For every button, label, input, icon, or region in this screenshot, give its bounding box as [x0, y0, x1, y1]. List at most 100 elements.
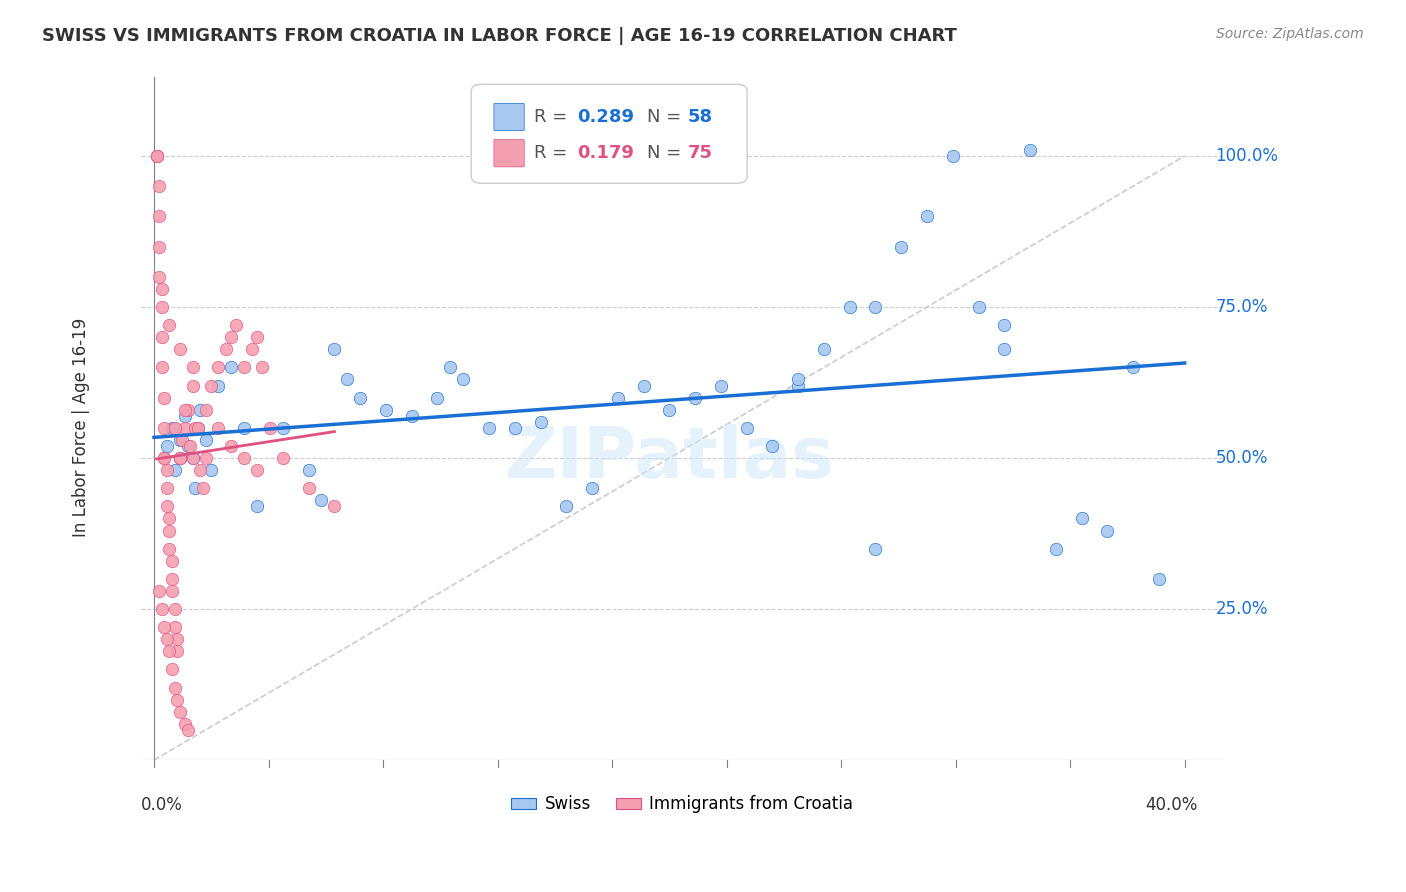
- Point: [163, 602, 186, 616]
- Point: [191, 481, 214, 495]
- Text: In Labor Force | Age 16-19: In Labor Force | Age 16-19: [72, 318, 90, 538]
- FancyBboxPatch shape: [494, 103, 524, 131]
- Point: [190, 463, 212, 477]
- Point: [169, 343, 191, 357]
- Point: [942, 149, 965, 163]
- Point: [271, 450, 294, 465]
- Point: [240, 343, 263, 357]
- Point: [181, 378, 204, 392]
- Point: [148, 269, 170, 284]
- Text: SWISS VS IMMIGRANTS FROM CROATIA IN LABOR FORCE | AGE 16-19 CORRELATION CHART: SWISS VS IMMIGRANTS FROM CROATIA IN LABO…: [42, 27, 957, 45]
- Point: [233, 360, 256, 375]
- Point: [160, 421, 183, 435]
- Point: [967, 300, 990, 314]
- Point: [160, 663, 183, 677]
- Point: [148, 210, 170, 224]
- Point: [160, 554, 183, 568]
- Point: [153, 421, 176, 435]
- Point: [194, 433, 217, 447]
- Point: [683, 391, 706, 405]
- Point: [838, 300, 860, 314]
- Point: [246, 463, 269, 477]
- Point: [207, 421, 229, 435]
- Point: [233, 421, 256, 435]
- Point: [176, 723, 198, 737]
- Point: [349, 391, 371, 405]
- Point: [150, 360, 173, 375]
- Point: [787, 372, 810, 386]
- Point: [439, 360, 461, 375]
- Point: [163, 681, 186, 695]
- Point: [221, 439, 243, 453]
- Point: [374, 402, 396, 417]
- Point: [207, 360, 229, 375]
- Point: [252, 360, 274, 375]
- Point: [200, 463, 222, 477]
- Point: [194, 450, 217, 465]
- Point: [181, 450, 204, 465]
- Point: [159, 524, 181, 538]
- Point: [150, 602, 173, 616]
- Point: [160, 572, 183, 586]
- Point: [813, 343, 835, 357]
- Point: [169, 433, 191, 447]
- Text: Source: ZipAtlas.com: Source: ZipAtlas.com: [1216, 27, 1364, 41]
- Point: [153, 450, 176, 465]
- Point: [172, 433, 194, 447]
- Point: [150, 282, 173, 296]
- Point: [1070, 511, 1092, 525]
- Text: N =: N =: [647, 145, 686, 162]
- Point: [166, 644, 188, 658]
- Point: [993, 318, 1015, 332]
- Point: [159, 541, 181, 556]
- Point: [153, 391, 176, 405]
- Point: [1019, 143, 1042, 157]
- Point: [153, 620, 176, 634]
- Point: [890, 239, 912, 253]
- Point: [145, 149, 167, 163]
- Point: [148, 239, 170, 253]
- Point: [207, 378, 229, 392]
- Point: [163, 620, 186, 634]
- Point: [761, 439, 783, 453]
- Point: [297, 481, 319, 495]
- Point: [190, 402, 212, 417]
- Point: [865, 541, 887, 556]
- Point: [163, 463, 186, 477]
- Point: [156, 439, 179, 453]
- Point: [606, 391, 628, 405]
- Point: [1045, 541, 1067, 556]
- Point: [145, 149, 167, 163]
- Point: [179, 439, 201, 453]
- Point: [159, 318, 181, 332]
- Point: [658, 402, 681, 417]
- Point: [176, 439, 198, 453]
- Point: [174, 409, 197, 423]
- Text: 100.0%: 100.0%: [1216, 147, 1278, 165]
- Point: [169, 705, 191, 719]
- Point: [159, 644, 181, 658]
- Point: [156, 463, 179, 477]
- Legend: Swiss, Immigrants from Croatia: Swiss, Immigrants from Croatia: [512, 795, 853, 814]
- Text: N =: N =: [647, 108, 686, 126]
- Text: 75: 75: [688, 145, 713, 162]
- Point: [156, 500, 179, 514]
- Point: [478, 421, 501, 435]
- Point: [194, 402, 217, 417]
- Point: [1097, 524, 1119, 538]
- Text: R =: R =: [534, 145, 574, 162]
- Point: [181, 360, 204, 375]
- Text: R =: R =: [534, 108, 574, 126]
- Point: [311, 493, 333, 508]
- Text: 0.179: 0.179: [578, 145, 634, 162]
- Point: [187, 421, 209, 435]
- Point: [246, 500, 269, 514]
- Point: [581, 481, 603, 495]
- Text: 50.0%: 50.0%: [1216, 449, 1268, 467]
- Point: [150, 330, 173, 344]
- Point: [1147, 572, 1170, 586]
- Text: 25.0%: 25.0%: [1216, 600, 1268, 618]
- Point: [176, 402, 198, 417]
- Text: 40.0%: 40.0%: [1144, 797, 1198, 814]
- Point: [246, 330, 269, 344]
